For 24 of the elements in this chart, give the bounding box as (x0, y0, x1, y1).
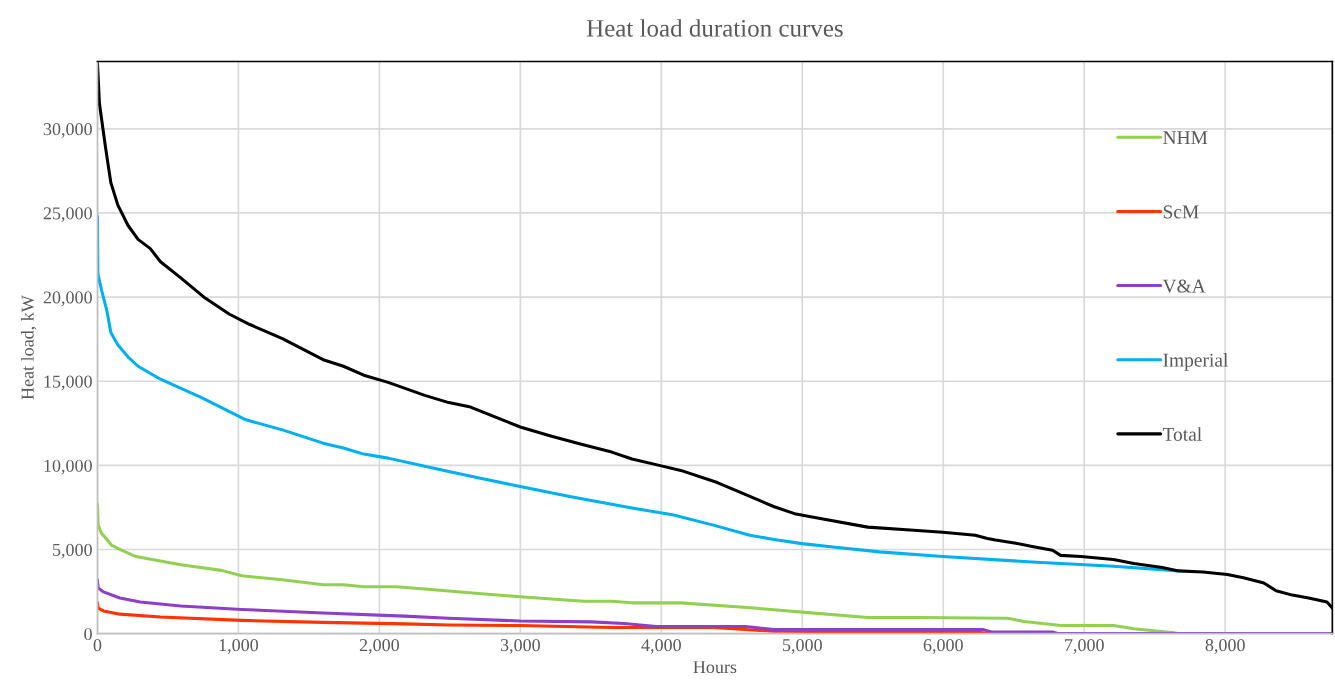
legend-label: Total (1162, 427, 1202, 441)
x-tick-label: 0 (93, 639, 102, 652)
legend-label: ScM (1163, 205, 1199, 219)
x-tick-label: 2,000 (359, 639, 400, 654)
x-tick-label: 4,000 (641, 639, 681, 654)
x-tick-label: 6,000 (923, 639, 963, 654)
x-tick-label: 5,000 (783, 639, 822, 654)
x-axis-title: Hours (693, 661, 737, 674)
y-tick-label: 0 (84, 627, 92, 641)
y-tick-label: 10,000 (44, 459, 92, 475)
x-tick-label: 8,000 (1205, 639, 1245, 654)
y-tick-label: 5,000 (53, 543, 92, 559)
y-axis-title: Heat load, kW (21, 295, 37, 400)
legend-label: NHM (1163, 131, 1208, 145)
x-tick-label: 1,000 (219, 639, 259, 654)
legend-label: V&A (1162, 279, 1206, 293)
y-tick-label: 15,000 (44, 375, 92, 391)
y-tick-label: 20,000 (43, 291, 92, 307)
chart-title: Heat load duration curves (586, 19, 843, 37)
legend-label: Imperial (1163, 353, 1228, 371)
x-tick-label: 7,000 (1065, 639, 1104, 654)
y-tick-label: 25,000 (43, 207, 92, 222)
x-tick-label: 3,000 (500, 639, 540, 654)
y-tick-label: 30,000 (43, 123, 92, 138)
